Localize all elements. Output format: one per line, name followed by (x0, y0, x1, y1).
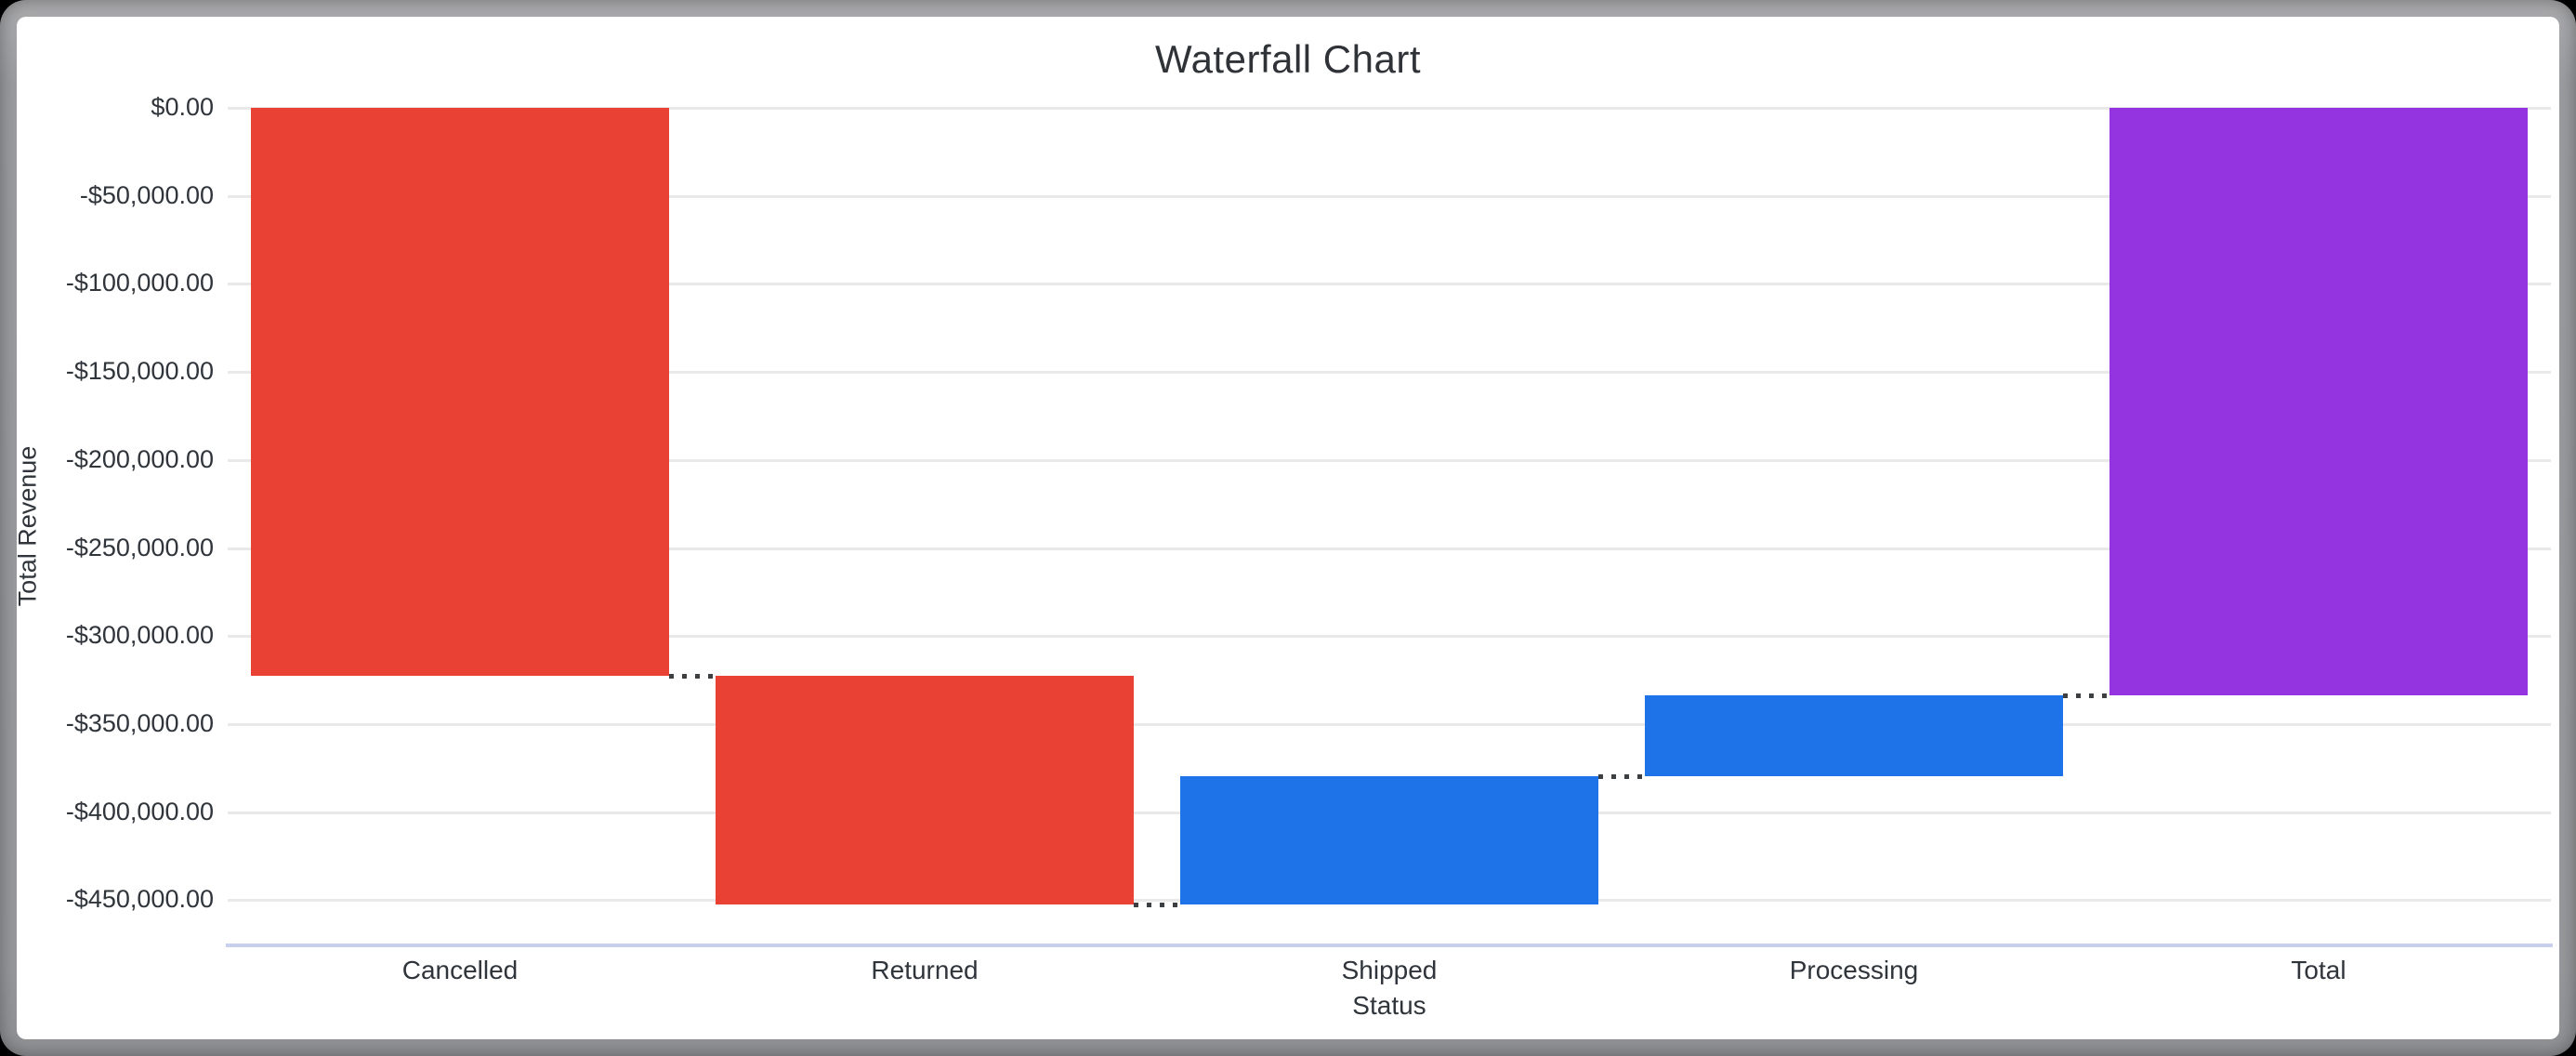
gridline (228, 458, 2551, 462)
x-tick-label-cancelled: Cancelled (401, 956, 519, 984)
y-tick-label: -$350,000.00 (65, 709, 214, 738)
waterfall-bar-total[interactable] (2109, 108, 2528, 695)
waterfall-bar-shipped[interactable] (1180, 775, 1598, 905)
waterfall-connector (669, 673, 716, 679)
x-axis-title: Status (1352, 991, 1426, 1020)
gridline (228, 723, 2551, 727)
x-tick-label-processing: Processing (1789, 956, 1919, 984)
gridline (228, 635, 2551, 639)
y-tick-label: -$400,000.00 (65, 797, 214, 825)
gridline (228, 107, 2551, 110)
y-tick-label: -$50,000.00 (79, 180, 214, 209)
x-tick-label-returned: Returned (871, 956, 979, 984)
chart-title: Waterfall Chart (1154, 37, 1422, 81)
y-tick-label: -$100,000.00 (65, 269, 214, 297)
waterfall-bar-cancelled[interactable] (251, 108, 669, 676)
x-tick-label-shipped: Shipped (1341, 956, 1438, 984)
waterfall-bar-processing[interactable] (1645, 694, 2063, 776)
y-tick-label: -$150,000.00 (65, 357, 214, 386)
waterfall-bar-returned[interactable] (716, 675, 1134, 905)
y-tick-label: -$250,000.00 (65, 533, 214, 561)
waterfall-connector (1598, 773, 1645, 779)
gridline (228, 547, 2551, 550)
x-axis-line (226, 944, 2553, 947)
y-tick-label: -$200,000.00 (65, 444, 214, 473)
y-tick-label: $0.00 (151, 93, 214, 121)
x-tick-label-total: Total (2291, 956, 2346, 984)
gridline (228, 194, 2551, 198)
waterfall-connector (1134, 903, 1180, 908)
plot-area (226, 107, 2553, 947)
y-tick-label: -$450,000.00 (65, 885, 214, 914)
gridline (228, 283, 2551, 286)
waterfall-connector (2063, 693, 2109, 698)
gridline (228, 371, 2551, 375)
y-tick-label: -$300,000.00 (65, 621, 214, 650)
